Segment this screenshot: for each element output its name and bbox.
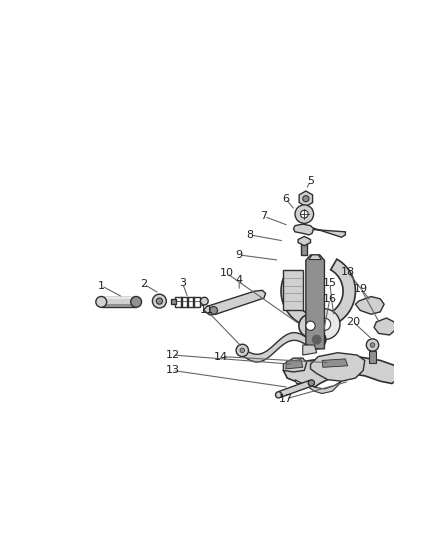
Circle shape: [299, 314, 322, 337]
Text: 12: 12: [166, 350, 180, 360]
Text: 15: 15: [323, 278, 337, 288]
Circle shape: [201, 297, 208, 305]
Text: 2: 2: [140, 279, 148, 289]
Text: 1: 1: [98, 281, 105, 290]
Circle shape: [307, 330, 326, 349]
Circle shape: [210, 306, 218, 314]
Polygon shape: [322, 359, 348, 367]
Polygon shape: [101, 296, 136, 308]
Polygon shape: [204, 290, 265, 315]
Polygon shape: [101, 304, 136, 308]
Polygon shape: [311, 353, 365, 381]
Circle shape: [328, 364, 340, 377]
Polygon shape: [281, 259, 356, 328]
Polygon shape: [299, 191, 313, 206]
Polygon shape: [279, 381, 311, 398]
Circle shape: [303, 196, 309, 202]
Polygon shape: [283, 357, 399, 387]
Text: 20: 20: [346, 317, 360, 327]
Text: 18: 18: [341, 267, 355, 277]
Circle shape: [131, 296, 141, 308]
Polygon shape: [101, 296, 136, 299]
Polygon shape: [311, 227, 346, 237]
Circle shape: [318, 318, 331, 330]
Circle shape: [156, 298, 162, 304]
Polygon shape: [293, 224, 314, 235]
Polygon shape: [301, 241, 307, 255]
Text: 13: 13: [166, 366, 180, 375]
Circle shape: [306, 321, 315, 330]
Text: 4: 4: [236, 274, 243, 285]
Text: 8: 8: [247, 230, 254, 240]
Circle shape: [96, 296, 107, 308]
Polygon shape: [306, 255, 325, 349]
Circle shape: [295, 205, 314, 223]
Polygon shape: [283, 270, 303, 310]
Circle shape: [366, 339, 379, 351]
Circle shape: [370, 343, 375, 348]
Text: 17: 17: [279, 394, 293, 404]
Circle shape: [312, 335, 321, 344]
Text: 9: 9: [236, 250, 243, 260]
Circle shape: [308, 380, 314, 386]
Polygon shape: [369, 351, 376, 363]
Text: 19: 19: [354, 284, 368, 294]
Text: 10: 10: [220, 269, 234, 278]
Circle shape: [236, 344, 248, 357]
Polygon shape: [241, 333, 311, 362]
Polygon shape: [309, 255, 321, 260]
Text: 14: 14: [214, 352, 229, 361]
Circle shape: [152, 294, 166, 308]
Polygon shape: [295, 379, 342, 393]
Text: 16: 16: [323, 294, 337, 304]
Text: 7: 7: [261, 212, 268, 221]
Text: 11: 11: [200, 305, 214, 316]
Polygon shape: [303, 345, 317, 355]
Circle shape: [309, 309, 340, 340]
Polygon shape: [298, 237, 311, 246]
Circle shape: [240, 348, 245, 353]
Polygon shape: [374, 318, 396, 335]
Circle shape: [300, 210, 308, 218]
Polygon shape: [171, 299, 176, 304]
Circle shape: [276, 392, 282, 398]
Text: 6: 6: [282, 193, 289, 204]
Polygon shape: [283, 358, 307, 372]
Text: 5: 5: [307, 176, 314, 186]
Text: 3: 3: [179, 278, 186, 288]
Polygon shape: [356, 296, 384, 314]
Polygon shape: [286, 360, 303, 369]
